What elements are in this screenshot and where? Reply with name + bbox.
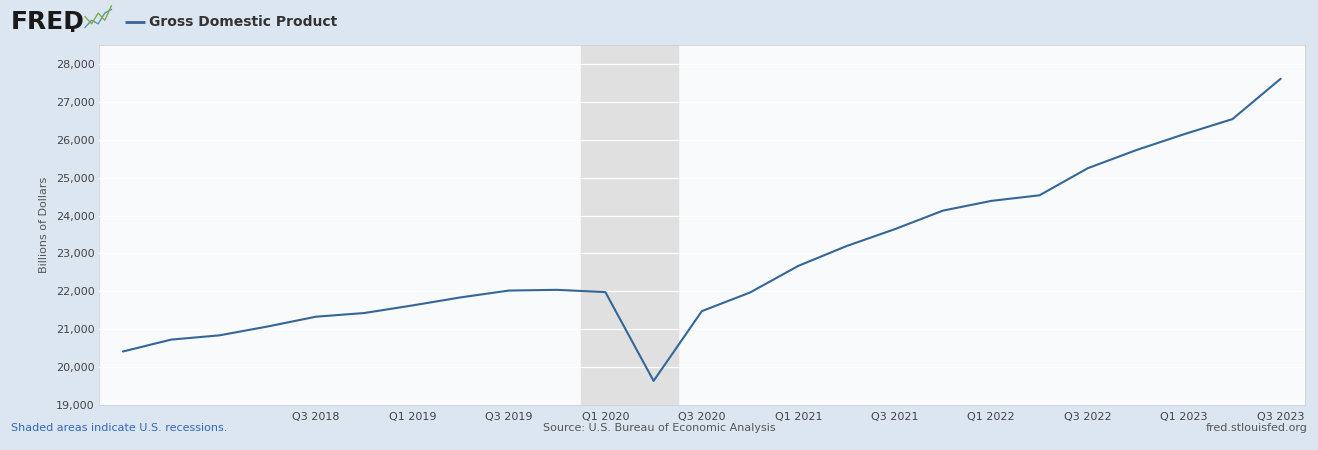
Text: Shaded areas indicate U.S. recessions.: Shaded areas indicate U.S. recessions. — [11, 423, 227, 433]
Text: fred.stlouisfed.org: fred.stlouisfed.org — [1206, 423, 1307, 433]
Text: Source: U.S. Bureau of Economic Analysis: Source: U.S. Bureau of Economic Analysis — [543, 423, 775, 433]
Text: FRED: FRED — [11, 10, 84, 34]
Y-axis label: Billions of Dollars: Billions of Dollars — [40, 177, 49, 273]
Text: Gross Domestic Product: Gross Domestic Product — [149, 15, 337, 29]
Bar — [581, 45, 677, 405]
Text: .: . — [69, 17, 76, 36]
